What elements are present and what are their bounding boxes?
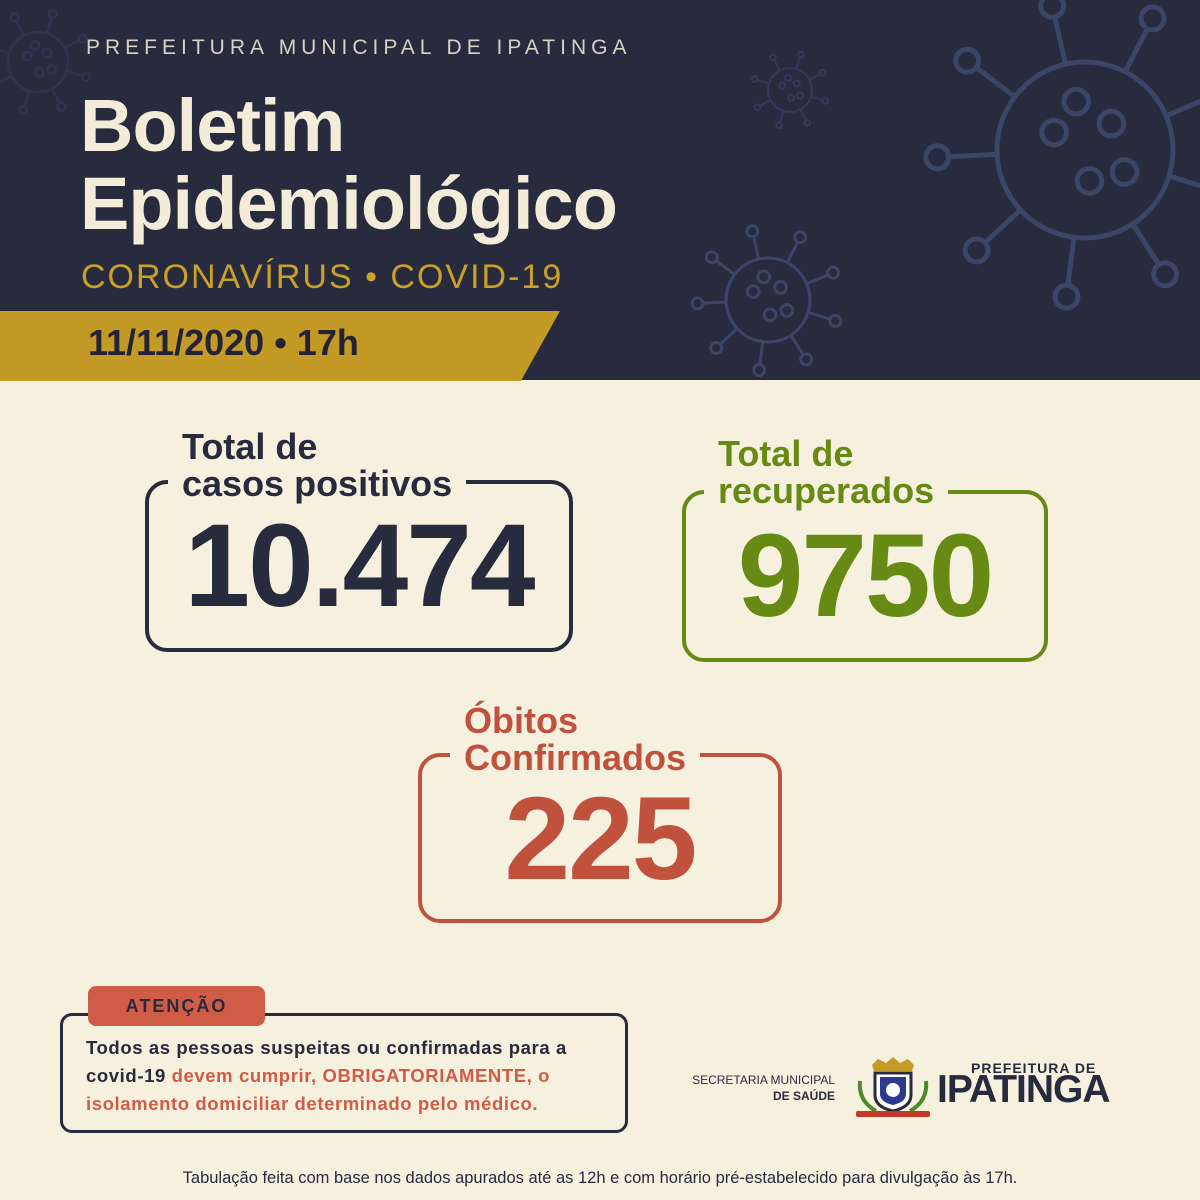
prefeitura-label: PREFEITURA DE [971, 1060, 1097, 1076]
supertitle: PREFEITURA MUNICIPAL DE IPATINGA [86, 36, 632, 59]
positive-cases-card: 10.474 [145, 480, 573, 652]
coat-of-arms-icon [856, 1057, 930, 1117]
subtitle: CORONAVÍRUS • COVID-19 [81, 258, 564, 296]
deaths-label-line1: Óbitos [464, 700, 578, 741]
positive-cases-value: 10.474 [184, 500, 536, 632]
title-line-2: Epidemiológico [80, 162, 618, 245]
virus-icon-large [923, 0, 1200, 311]
recovered-label-line1: Total de [718, 433, 854, 474]
deaths-card: 225 [418, 753, 782, 923]
positive-cases-label: Total de casos positivos [168, 426, 467, 504]
notice-text-highlight: devem cumprir, OBRIGATORIAMENTE, o isola… [86, 1065, 551, 1114]
deaths-value: 225 [504, 773, 698, 905]
notice-box [60, 1013, 628, 1133]
deaths-label-line2: Confirmados [464, 737, 687, 778]
recovered-label-line2: recuperados [718, 470, 935, 511]
recovered-value: 9750 [737, 510, 995, 642]
notice-tag: ATENÇÃO [88, 986, 265, 1026]
virus-illustration [0, 0, 1200, 377]
notice-text: Todos as pessoas suspeitas ou confirmada… [86, 1034, 626, 1118]
recovered-card: 9750 [682, 490, 1048, 662]
secretaria-line2: DE SAÚDE [772, 1089, 835, 1103]
secretaria-logo: SECRETARIA MUNICIPAL DE SAÚDE [692, 1072, 835, 1104]
footer-note: Tabulação feita com base nos dados apura… [182, 1169, 1018, 1187]
secretaria-line1: SECRETARIA MUNICIPAL [692, 1073, 835, 1087]
recovered-label: Total de recuperados [704, 433, 949, 511]
notice-text-plain: Todos as pessoas suspeitas ou confirmada… [86, 1037, 567, 1086]
title-line-1: Boletim [80, 84, 345, 167]
virus-icon-corner [0, 8, 92, 116]
date-label: 11/11/2020 • 17h [88, 322, 359, 363]
deaths-label: Óbitos Confirmados [450, 700, 701, 778]
ipatinga-label: IPATINGA [937, 1068, 1111, 1111]
date-banner [0, 311, 560, 381]
positive-cases-label-line1: Total de [182, 426, 318, 467]
positive-cases-label-line2: casos positivos [182, 463, 453, 504]
virus-icon-medium [690, 224, 843, 377]
virus-icon-small [750, 50, 830, 130]
